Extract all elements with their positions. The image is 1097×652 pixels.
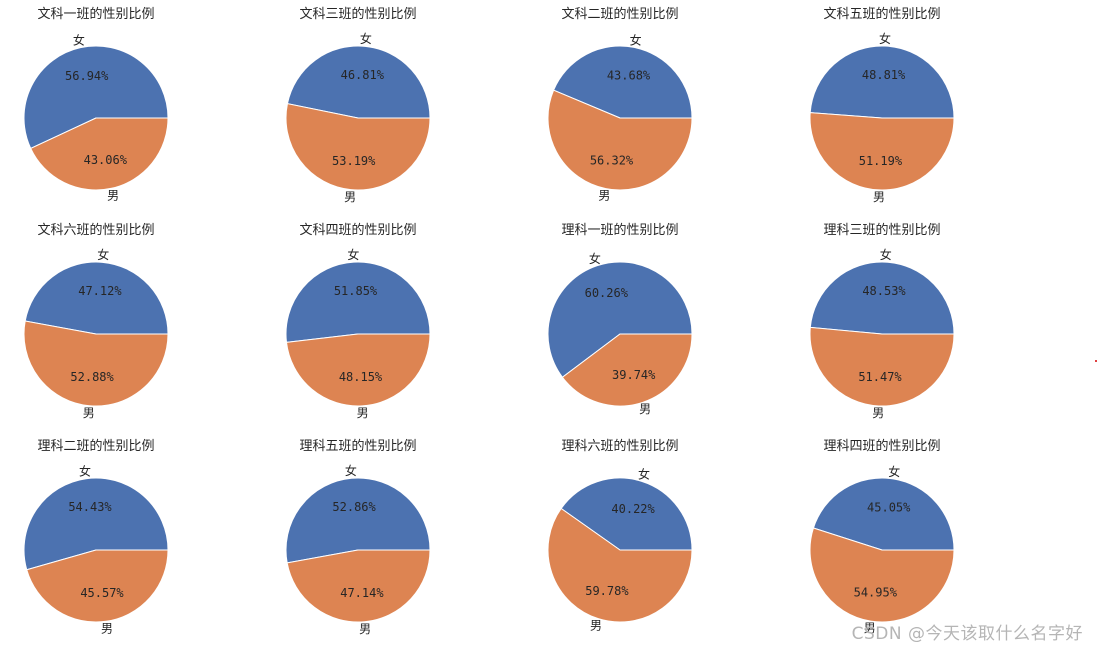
pie-title: 文科一班的性别比例	[37, 6, 154, 22]
pie-slice	[26, 549, 169, 623]
pie-slice	[809, 261, 955, 335]
pie-slice	[547, 89, 693, 191]
pie-slice	[23, 477, 169, 571]
pie-chart: 理科一班的性别比例 60.26% 女 39.74% 男	[547, 222, 693, 416]
pie-category-label: 男	[344, 190, 356, 204]
pie-category-label: 女	[879, 31, 891, 46]
pie-category-label: 女	[345, 463, 357, 478]
pie-category-label: 男	[598, 189, 610, 203]
pie-percent-label: 48.15%	[339, 370, 383, 384]
pie-title: 文科六班的性别比例	[37, 222, 154, 238]
stray-mark	[1095, 360, 1097, 362]
pie-category-label: 女	[888, 464, 900, 479]
pie-percent-label: 47.12%	[78, 284, 122, 298]
pie-percent-label: 59.78%	[585, 584, 629, 598]
pie-chart: 理科三班的性别比例 48.53% 女 51.47% 男	[809, 222, 955, 420]
pie-category-label: 女	[880, 247, 892, 262]
pie-category-label: 男	[639, 402, 651, 416]
pie-slice	[809, 112, 955, 191]
pie-category-label: 女	[73, 33, 85, 48]
pie-chart: 文科一班的性别比例 56.94% 女 43.06% 男	[23, 6, 169, 202]
pie-slice	[24, 261, 169, 335]
pie-slice	[561, 333, 693, 407]
pie-title: 理科四班的性别比例	[823, 438, 940, 454]
pie-slice	[286, 549, 431, 623]
pie-percent-label: 56.32%	[590, 153, 634, 167]
pie-percent-label: 51.47%	[858, 370, 902, 384]
pie-title: 文科三班的性别比例	[299, 6, 416, 22]
pie-percent-label: 45.05%	[867, 500, 911, 514]
pie-percent-label: 43.06%	[84, 153, 128, 167]
pie-category-label: 男	[864, 621, 876, 635]
pie-slice	[809, 45, 955, 119]
pie-slice	[285, 333, 431, 407]
pie-slice	[23, 45, 169, 150]
pie-chart: 文科二班的性别比例 43.68% 女 56.32% 男	[547, 6, 693, 203]
pie-percent-label: 52.86%	[332, 500, 376, 514]
pie-category-label: 女	[589, 251, 601, 266]
pie-slice	[23, 320, 169, 407]
pie-category-label: 男	[872, 406, 884, 420]
pie-title: 理科五班的性别比例	[299, 438, 416, 454]
pie-title: 理科三班的性别比例	[823, 222, 940, 238]
pie-percent-label: 40.22%	[611, 502, 655, 516]
pie-percent-label: 43.68%	[607, 69, 651, 83]
pie-percent-label: 56.94%	[65, 69, 109, 83]
pie-chart: 文科三班的性别比例 46.81% 女 53.19% 男	[285, 6, 431, 204]
pie-slice	[547, 261, 693, 378]
pie-percent-label: 48.81%	[862, 68, 906, 82]
pie-chart: 理科六班的性别比例 40.22% 女 59.78% 男	[547, 438, 693, 633]
pie-percent-label: 60.26%	[585, 286, 629, 300]
pie-chart: 理科四班的性别比例 45.05% 女 54.95% 男	[809, 438, 955, 635]
pie-title: 文科四班的性别比例	[299, 222, 416, 238]
pie-category-label: 女	[360, 31, 372, 46]
pie-slice	[547, 507, 693, 623]
pie-slice	[812, 477, 955, 551]
pie-chart: 理科五班的性别比例 52.86% 女 47.14% 男	[285, 438, 431, 636]
pie-category-label: 女	[347, 247, 359, 262]
pie-chart: 文科六班的性别比例 47.12% 女 52.88% 男	[23, 222, 169, 420]
pie-category-label: 男	[590, 619, 602, 633]
pie-chart: 理科二班的性别比例 54.43% 女 45.57% 男	[23, 438, 169, 635]
pie-percent-label: 46.81%	[341, 68, 385, 82]
pie-category-label: 女	[630, 32, 642, 47]
pie-category-label: 男	[873, 190, 885, 204]
pie-percent-label: 48.53%	[862, 284, 906, 298]
pie-slice	[30, 117, 169, 191]
pie-title: 文科二班的性别比例	[561, 6, 678, 22]
pie-percent-label: 51.85%	[334, 284, 378, 298]
pie-category-label: 女	[97, 247, 109, 262]
pie-category-label: 男	[359, 622, 371, 636]
pie-slice	[285, 103, 431, 191]
pie-category-label: 女	[79, 464, 91, 479]
pie-title: 理科二班的性别比例	[37, 438, 154, 454]
pie-slice	[552, 45, 693, 119]
pie-slice	[560, 477, 693, 551]
pie-slice	[809, 326, 955, 407]
pie-percent-label: 52.88%	[70, 370, 114, 384]
pie-slice	[285, 477, 431, 564]
pie-percent-label: 47.14%	[340, 586, 384, 600]
pie-percent-label: 51.19%	[859, 154, 903, 168]
pie-slice	[809, 527, 955, 623]
pie-percent-label: 39.74%	[612, 368, 656, 382]
pie-category-label: 男	[357, 406, 369, 420]
pie-percent-label: 45.57%	[80, 586, 124, 600]
pie-slice	[286, 45, 431, 119]
pie-percent-label: 54.43%	[68, 500, 112, 514]
pie-title: 文科五班的性别比例	[823, 6, 940, 22]
pie-title: 理科一班的性别比例	[561, 222, 678, 238]
pie-category-label: 男	[101, 621, 113, 635]
pie-category-label: 男	[83, 406, 95, 420]
pie-percent-label: 53.19%	[332, 154, 376, 168]
pie-chart: 文科四班的性别比例 51.85% 女 48.15% 男	[285, 222, 431, 420]
pie-chart: 文科五班的性别比例 48.81% 女 51.19% 男	[809, 6, 955, 204]
pie-category-label: 女	[638, 467, 650, 482]
pie-category-label: 男	[107, 188, 119, 202]
pie-title: 理科六班的性别比例	[561, 438, 678, 454]
pie-percent-label: 54.95%	[854, 586, 898, 600]
watermark: CSDN @今天该取什么名字好	[851, 624, 1083, 644]
pie-slice	[285, 261, 431, 343]
